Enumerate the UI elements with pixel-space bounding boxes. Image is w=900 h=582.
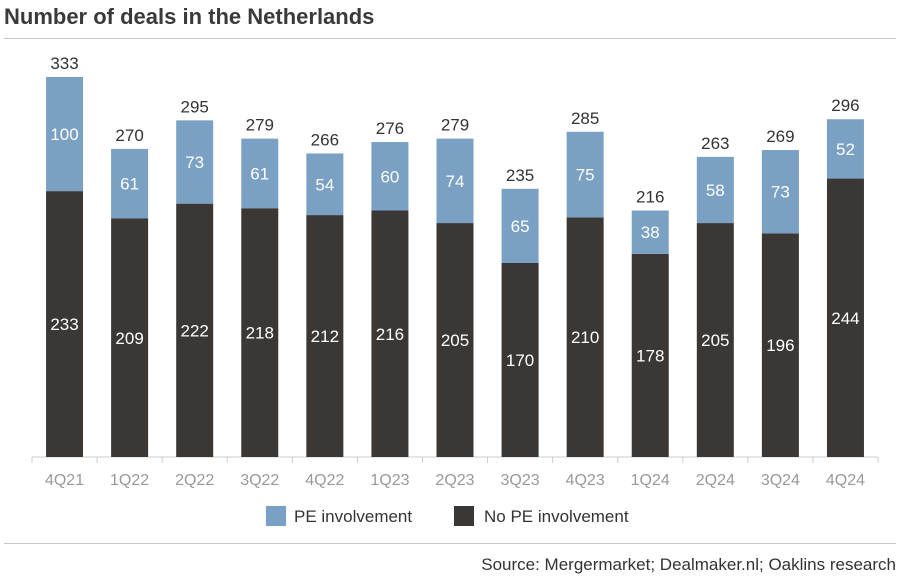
source-note: Source: Mergermarket; Dealmaker.nl; Oakl… bbox=[481, 555, 896, 574]
data-label-total: 269 bbox=[766, 127, 794, 146]
data-label-pe: 73 bbox=[771, 183, 790, 202]
data-label-no-pe: 233 bbox=[50, 315, 78, 334]
x-tick-label: 1Q22 bbox=[110, 472, 149, 489]
data-label-total: 333 bbox=[50, 54, 78, 73]
data-label-no-pe: 210 bbox=[571, 328, 599, 347]
legend-swatch-pe bbox=[266, 506, 286, 526]
data-label-no-pe: 209 bbox=[115, 329, 143, 348]
legend-label-pe: PE involvement bbox=[294, 507, 412, 526]
data-label-total: 279 bbox=[441, 116, 469, 135]
legend-swatch-no-pe bbox=[454, 506, 474, 526]
bar-pe bbox=[826, 119, 864, 179]
data-label-total: 295 bbox=[181, 97, 209, 116]
data-label-total: 266 bbox=[311, 130, 339, 149]
data-label-pe: 75 bbox=[576, 166, 595, 185]
data-label-total: 285 bbox=[571, 109, 599, 128]
bar-pe bbox=[761, 150, 799, 234]
bar-no-pe bbox=[306, 215, 344, 457]
data-label-total: 216 bbox=[636, 188, 664, 207]
bar-no-pe bbox=[436, 223, 474, 457]
bar-pe bbox=[371, 142, 409, 211]
x-tick-label: 2Q22 bbox=[175, 472, 214, 489]
data-label-pe: 52 bbox=[836, 140, 855, 159]
x-tick-label: 3Q22 bbox=[240, 472, 279, 489]
data-label-no-pe: 244 bbox=[831, 309, 859, 328]
data-label-pe: 73 bbox=[185, 153, 204, 172]
x-tick-label: 1Q24 bbox=[631, 472, 670, 489]
data-label-pe: 65 bbox=[511, 217, 530, 236]
x-tick-label: 2Q23 bbox=[435, 472, 474, 489]
x-tick-label: 4Q23 bbox=[566, 472, 605, 489]
data-label-no-pe: 196 bbox=[766, 336, 794, 355]
data-label-no-pe: 212 bbox=[311, 327, 339, 346]
x-tick-label: 3Q24 bbox=[761, 472, 800, 489]
data-label-pe: 61 bbox=[120, 175, 139, 194]
data-label-pe: 61 bbox=[250, 164, 269, 183]
bar-pe bbox=[306, 153, 344, 216]
bar-pe bbox=[566, 131, 604, 218]
bar-pe bbox=[436, 138, 474, 224]
bottom-divider bbox=[4, 543, 896, 544]
data-label-total: 270 bbox=[115, 126, 143, 145]
bar-no-pe bbox=[176, 203, 214, 457]
bar-no-pe bbox=[46, 191, 84, 457]
data-label-total: 276 bbox=[376, 119, 404, 138]
data-label-pe: 38 bbox=[641, 223, 660, 242]
x-tick-label: 2Q24 bbox=[696, 472, 735, 489]
bar-pe bbox=[501, 188, 539, 264]
bar-pe bbox=[111, 148, 149, 219]
bar-pe bbox=[176, 120, 214, 204]
data-label-total: 263 bbox=[701, 134, 729, 153]
bar-no-pe bbox=[826, 178, 864, 457]
legend-label-no-pe: No PE involvement bbox=[484, 507, 629, 526]
x-tick-label: 4Q24 bbox=[826, 472, 865, 489]
data-label-pe: 74 bbox=[446, 172, 465, 191]
x-tick-label: 4Q22 bbox=[305, 472, 344, 489]
bar-pe bbox=[241, 138, 279, 209]
data-label-no-pe: 178 bbox=[636, 346, 664, 365]
bar-pe bbox=[696, 156, 734, 224]
bar-no-pe bbox=[241, 208, 279, 457]
data-label-total: 235 bbox=[506, 166, 534, 185]
bar-no-pe bbox=[566, 217, 604, 457]
data-label-no-pe: 222 bbox=[181, 321, 209, 340]
bar-pe bbox=[46, 77, 84, 192]
x-tick-label: 4Q21 bbox=[45, 472, 84, 489]
data-label-pe: 100 bbox=[50, 125, 78, 144]
data-label-total: 296 bbox=[831, 96, 859, 115]
data-label-total: 279 bbox=[246, 116, 274, 135]
data-label-no-pe: 205 bbox=[701, 331, 729, 350]
data-label-no-pe: 170 bbox=[506, 351, 534, 370]
bar-no-pe bbox=[761, 233, 799, 457]
bar-no-pe bbox=[371, 210, 409, 457]
data-label-no-pe: 216 bbox=[376, 325, 404, 344]
top-divider bbox=[4, 38, 896, 39]
bar-pe bbox=[631, 210, 669, 254]
bar-no-pe bbox=[631, 253, 669, 457]
data-label-pe: 60 bbox=[380, 167, 399, 186]
bar-no-pe bbox=[111, 218, 149, 457]
data-label-pe: 54 bbox=[315, 175, 334, 194]
data-label-no-pe: 205 bbox=[441, 331, 469, 350]
x-tick-label: 1Q23 bbox=[370, 472, 409, 489]
data-label-pe: 58 bbox=[706, 181, 725, 200]
data-label-no-pe: 218 bbox=[246, 324, 274, 343]
x-tick-label: 3Q23 bbox=[501, 472, 540, 489]
bar-no-pe bbox=[696, 223, 734, 457]
chart-title: Number of deals in the Netherlands bbox=[4, 4, 375, 29]
bar-no-pe bbox=[501, 263, 539, 457]
